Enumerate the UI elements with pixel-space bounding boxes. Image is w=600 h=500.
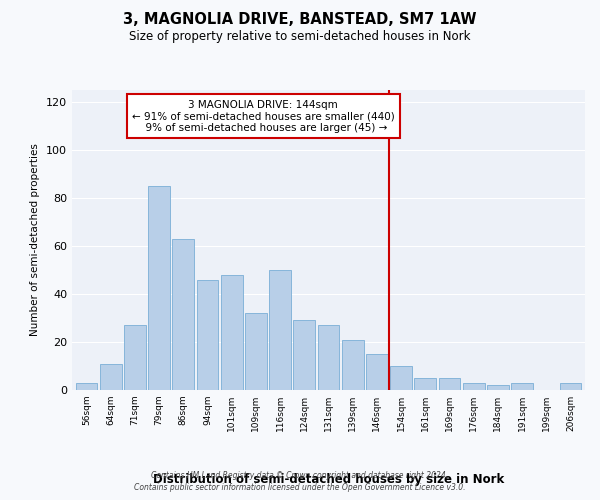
Bar bbox=[293, 320, 315, 390]
Text: Contains HM Land Registry data © Crown copyright and database right 2024.
Contai: Contains HM Land Registry data © Crown c… bbox=[134, 471, 466, 492]
Bar bbox=[76, 383, 97, 390]
Bar bbox=[221, 275, 242, 390]
Y-axis label: Number of semi-detached properties: Number of semi-detached properties bbox=[31, 144, 40, 336]
Bar bbox=[415, 378, 436, 390]
Bar bbox=[511, 383, 533, 390]
Bar bbox=[197, 280, 218, 390]
Bar bbox=[342, 340, 364, 390]
Bar bbox=[560, 383, 581, 390]
Bar bbox=[366, 354, 388, 390]
Bar bbox=[245, 313, 267, 390]
X-axis label: Distribution of semi-detached houses by size in Nork: Distribution of semi-detached houses by … bbox=[153, 473, 504, 486]
Text: 3 MAGNOLIA DRIVE: 144sqm
← 91% of semi-detached houses are smaller (440)
  9% of: 3 MAGNOLIA DRIVE: 144sqm ← 91% of semi-d… bbox=[132, 100, 395, 133]
Bar bbox=[124, 325, 146, 390]
Bar bbox=[487, 385, 509, 390]
Bar bbox=[463, 383, 485, 390]
Bar bbox=[390, 366, 412, 390]
Bar bbox=[269, 270, 291, 390]
Text: 3, MAGNOLIA DRIVE, BANSTEAD, SM7 1AW: 3, MAGNOLIA DRIVE, BANSTEAD, SM7 1AW bbox=[123, 12, 477, 28]
Bar bbox=[100, 364, 122, 390]
Bar bbox=[317, 325, 340, 390]
Bar bbox=[148, 186, 170, 390]
Bar bbox=[172, 239, 194, 390]
Bar bbox=[439, 378, 460, 390]
Text: Size of property relative to semi-detached houses in Nork: Size of property relative to semi-detach… bbox=[129, 30, 471, 43]
